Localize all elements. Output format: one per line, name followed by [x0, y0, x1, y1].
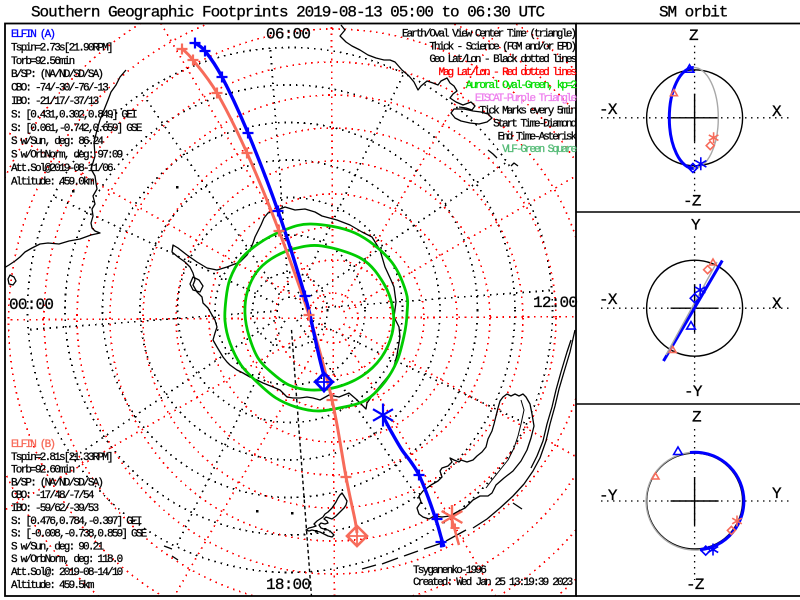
svg-text:Tsyganenko-1996: Tsyganenko-1996: [413, 565, 486, 577]
svg-text:B/SP: (NA/ND/SD/SA): B/SP: (NA/ND/SD/SA): [11, 477, 102, 489]
svg-text:-Z: -Z: [683, 193, 702, 211]
svg-text:CBO: -74/-30/-76/-13: CBO: -74/-30/-76/-13: [11, 83, 108, 95]
svg-text:SM orbit: SM orbit: [659, 4, 727, 22]
svg-text:VLF-Green Square: VLF-Green Square: [502, 144, 576, 156]
svg-text:-X: -X: [599, 101, 618, 119]
svg-text:Southern Geographic Footprints: Southern Geographic Footprints 2019-08-1…: [31, 4, 545, 22]
svg-text:Start Time-Diamond: Start Time-Diamond: [493, 118, 576, 130]
svg-text:-Z: -Z: [686, 576, 705, 594]
svg-text:S w/OrbNorm, deg: 118.0: S w/OrbNorm, deg: 118.0: [11, 554, 123, 566]
svg-text:S w/Sun, deg: 90.21: S w/Sun, deg: 90.21: [11, 541, 104, 553]
svg-text:Mag Lat/Lon - Red dotted lines: Mag Lat/Lon - Red dotted lines: [438, 67, 576, 79]
svg-text:Att.Sol@2019-08-11/06: Att.Sol@2019-08-11/06: [11, 163, 113, 175]
svg-text:Tick Marks every 5min: Tick Marks every 5min: [479, 106, 576, 118]
svg-text:X: X: [772, 295, 782, 313]
svg-text:-Y: -Y: [684, 383, 703, 401]
svg-text:S: [0.431,0.302,0.849] GEI: S: [0.431,0.302,0.849] GEI: [11, 109, 137, 121]
svg-text:IBO: -59/62/-39/53: IBO: -59/62/-39/53: [11, 503, 99, 515]
svg-text:-Y: -Y: [599, 487, 618, 505]
svg-text:Z: Z: [689, 27, 699, 45]
svg-text:Tspin=2.73s[21.90RPM]: Tspin=2.73s[21.90RPM]: [11, 42, 112, 54]
svg-text:Att.Sol@: 2019-08-14/10: Att.Sol@: 2019-08-14/10: [11, 567, 123, 579]
svg-text:18:00: 18:00: [266, 576, 310, 594]
svg-text:CBO: -17/48/-7/54: CBO: -17/48/-7/54: [11, 490, 95, 502]
svg-text:Geo Lat/Lon - Black dotted lin: Geo Lat/Lon - Black dotted lines: [429, 54, 576, 66]
svg-text:End Time-Asterisk: End Time-Asterisk: [498, 131, 578, 143]
svg-text:Torb=92.60min: Torb=92.60min: [11, 465, 75, 477]
svg-text:ELFIN (A): ELFIN (A): [11, 29, 54, 41]
svg-text:ELFIN (B): ELFIN (B): [11, 439, 54, 451]
svg-text:X: X: [772, 103, 782, 121]
svg-text:Altitude: 459.5km: Altitude: 459.5km: [11, 580, 95, 592]
svg-text:Z: Z: [692, 409, 702, 427]
svg-text:06:00: 06:00: [266, 26, 310, 44]
svg-text:Y: Y: [772, 485, 782, 503]
svg-text:00:00: 00:00: [9, 296, 53, 314]
svg-text:Y: Y: [691, 217, 701, 235]
svg-text:B/SP: (NA/ND/SD/SA): B/SP: (NA/ND/SD/SA): [11, 69, 102, 81]
svg-text:IBO: -21/17/-37/13: IBO: -21/17/-37/13: [11, 96, 99, 108]
svg-text:Auroral Oval-Green, kp=2: Auroral Oval-Green, kp=2: [466, 80, 577, 92]
svg-text:S: [-0.008,-0.738,0.859] GSE: S: [-0.008,-0.738,0.859] GSE: [11, 529, 148, 541]
svg-text:S w/OrbNorm, deg: 97:09: S w/OrbNorm, deg: 97:09: [11, 150, 123, 162]
svg-text:S: [0.061,-0.742,0.659] GSE: S: [0.061,-0.742,0.659] GSE: [11, 123, 143, 135]
svg-text:Tspin=2.81s[21.33RPM]: Tspin=2.81s[21.33RPM]: [11, 452, 112, 464]
svg-text:S: [0.476,0.784,-0.397] GEI: S: [0.476,0.784,-0.397] GEI: [11, 516, 142, 528]
svg-text:EISCAT-Purple Triangle: EISCAT-Purple Triangle: [475, 93, 577, 105]
svg-text:Thick - Science (FGM and/or EP: Thick - Science (FGM and/or EPD): [429, 41, 575, 53]
svg-text:S w/Sun, deg: 86.24: S w/Sun, deg: 86.24: [11, 136, 104, 148]
svg-text:-X: -X: [599, 291, 618, 309]
svg-text:Torb=92.56min: Torb=92.56min: [11, 56, 75, 68]
svg-text:12:00: 12:00: [533, 294, 577, 312]
svg-text:Created: Wed Jan 25 13:19:39 2: Created: Wed Jan 25 13:19:39 2023: [413, 577, 573, 589]
svg-text:Altitude: 459.0km: Altitude: 459.0km: [11, 176, 95, 188]
svg-text:Earth/Oval View Center Time (t: Earth/Oval View Center Time (triangle): [402, 29, 575, 41]
